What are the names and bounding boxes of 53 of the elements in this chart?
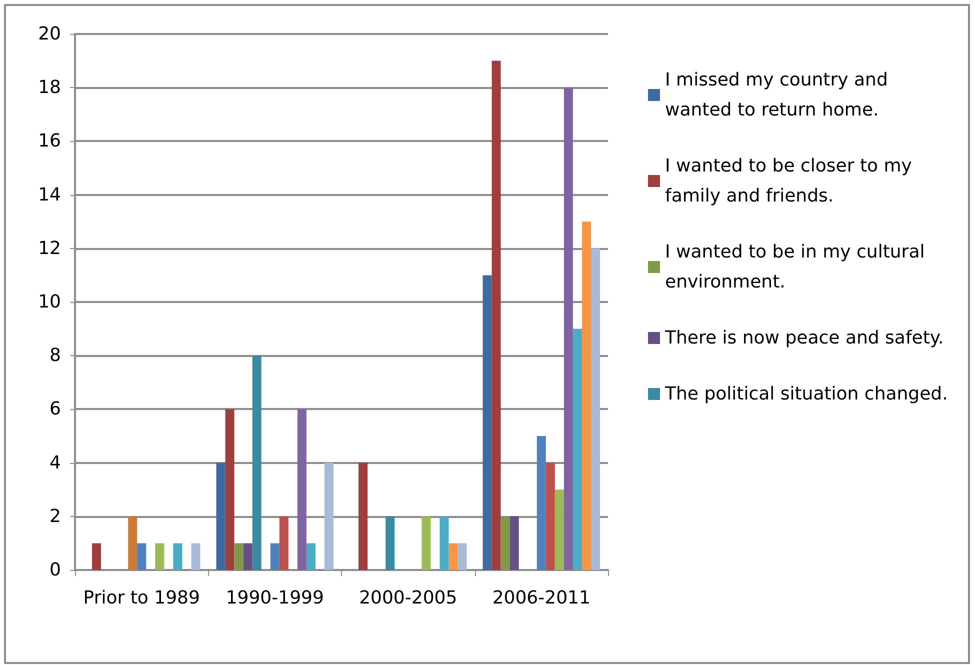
x-tick-label: 2000-2005	[359, 588, 458, 608]
bar	[492, 60, 501, 570]
bar	[137, 543, 146, 570]
bar	[358, 462, 368, 570]
bar	[546, 462, 555, 570]
y-tick-label: 10	[38, 292, 61, 312]
x-tick-label: 1990-1999	[226, 588, 324, 608]
bar	[564, 88, 573, 570]
bar	[386, 516, 395, 570]
bar	[128, 516, 138, 570]
bar	[572, 328, 582, 570]
bar	[510, 516, 519, 570]
y-tick-label: 4	[50, 452, 61, 474]
bar	[234, 543, 244, 570]
bar	[306, 543, 316, 570]
bar	[482, 275, 492, 570]
y-tick-label: 8	[50, 345, 61, 366]
bar	[225, 409, 234, 570]
x-tick-label: 2006-2011	[492, 588, 590, 608]
y-tick-label: 6	[50, 398, 61, 420]
bar	[216, 462, 226, 570]
legend-label: I missed my country and wanted to return home.	[665, 70, 894, 120]
y-tick-label: 16	[38, 130, 61, 152]
bar	[252, 356, 262, 570]
bar	[422, 516, 431, 570]
legend-label: I wanted to be in my cultural environment.	[665, 242, 930, 292]
legend-label: The political situation changed.	[664, 384, 948, 404]
bar	[191, 543, 200, 570]
legend-label: I wanted to be closer to my family and friends.	[665, 156, 918, 206]
bar	[243, 543, 252, 570]
bar	[500, 516, 510, 570]
y-tick-label: 0	[50, 560, 61, 580]
bar	[279, 516, 288, 570]
bar	[92, 543, 102, 570]
legend-label: There is now peace and safety.	[664, 328, 944, 348]
bar	[173, 543, 182, 570]
bar	[155, 543, 164, 570]
bar	[297, 409, 306, 570]
bar	[536, 436, 546, 570]
bar	[324, 462, 334, 570]
bar	[440, 516, 449, 570]
x-tick-label: Prior to 1989	[83, 588, 200, 608]
bar	[448, 543, 458, 570]
y-tick-label: 14	[38, 184, 61, 206]
bar	[590, 248, 600, 570]
bar	[270, 543, 280, 570]
y-tick-label: 2	[50, 506, 61, 527]
y-tick-label: 12	[38, 238, 61, 259]
y-tick-label: 20	[38, 24, 61, 44]
bar	[582, 222, 591, 570]
bar	[554, 490, 564, 570]
bar	[458, 543, 467, 570]
y-tick-label: 18	[38, 77, 61, 98]
